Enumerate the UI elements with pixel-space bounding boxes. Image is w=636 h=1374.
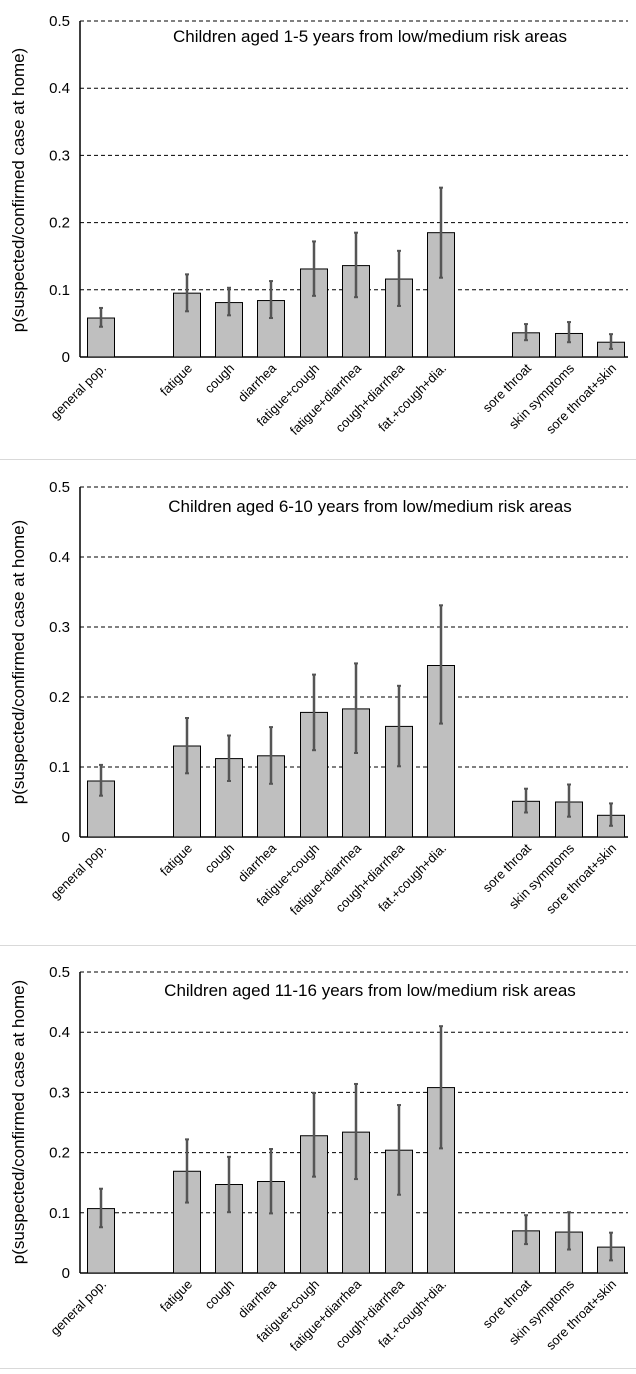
y-tick-label: 0.5: [49, 13, 70, 30]
y-tick-label: 0.3: [49, 1084, 70, 1101]
y-tick-label: 0: [62, 829, 70, 846]
y-tick-label: 0.3: [49, 147, 70, 164]
bar: [300, 711, 328, 838]
y-tick-label: 0.1: [49, 282, 70, 299]
bar-chart-2: 0 0.1 0.2 0.3 0.4 0.5 p(suspected/confirmed ca…: [9, 479, 628, 918]
chart-panel-3: 0 0.1 0.2 0.3 0.4 0.5 p(suspected/confirmed ca…: [0, 956, 636, 1369]
y-tick-label: 0.2: [49, 1145, 70, 1162]
y-tick-label: 0.4: [49, 1024, 70, 1041]
y-tick-label: 0.2: [49, 689, 70, 706]
chart-title: Children aged 11-16 years from low/mediu…: [164, 981, 576, 1000]
y-axis-label: p(suspected/confirmed case at home): [9, 980, 28, 1264]
x-tick-label: cough: [201, 361, 237, 397]
y-axis-label: p(suspected/confirmed case at home): [9, 48, 28, 332]
x-tick-label: fatigue+diarrhea: [287, 840, 365, 918]
y-tick-label: 0.5: [49, 964, 70, 981]
y-tick-label: 0.1: [49, 759, 70, 776]
bar-chart-3: 0 0.1 0.2 0.3 0.4 0.5 p(suspected/confirmed ca…: [9, 964, 628, 1354]
chart-title: Children aged 1-5 years from low/medium …: [173, 27, 567, 46]
y-tick-label: 0.2: [49, 215, 70, 232]
y-tick-label: 0.5: [49, 479, 70, 496]
bar: [385, 1149, 413, 1274]
x-tick-label: fatigue: [157, 1277, 195, 1315]
chart-panel-1: 0 0.1 0.2 0.3 0.4 0.5 p(suspected/confirmed ca…: [0, 0, 636, 460]
x-tick-label: general pop.: [47, 1277, 109, 1339]
x-tick-label: fatigue+diarrhea: [287, 360, 365, 438]
x-tick-label: fatigue+diarrhea: [287, 1276, 365, 1354]
y-tick-label: 0.3: [49, 619, 70, 636]
x-tick-label: fatigue: [157, 841, 195, 879]
x-tick-label: cough: [201, 1277, 237, 1313]
x-tick-label: general pop.: [47, 361, 109, 423]
chart-title: Children aged 6-10 years from low/medium…: [168, 497, 571, 516]
y-axis-label: p(suspected/confirmed case at home): [9, 520, 28, 804]
y-tick-label: 0.4: [49, 549, 70, 566]
y-tick-label: 0.4: [49, 80, 70, 97]
bar-chart-1: 0 0.1 0.2 0.3 0.4 0.5 p(suspected/confirmed ca…: [9, 13, 628, 438]
y-tick-label: 0: [62, 349, 70, 366]
x-tick-label: general pop.: [47, 841, 109, 903]
y-tick-label: 0: [62, 1265, 70, 1282]
x-tick-label: cough: [201, 841, 237, 877]
y-tick-label: 0.1: [49, 1205, 70, 1222]
chart-panel-2: 0 0.1 0.2 0.3 0.4 0.5 p(suspected/confirmed ca…: [0, 470, 636, 946]
x-tick-label: fatigue: [157, 361, 195, 399]
